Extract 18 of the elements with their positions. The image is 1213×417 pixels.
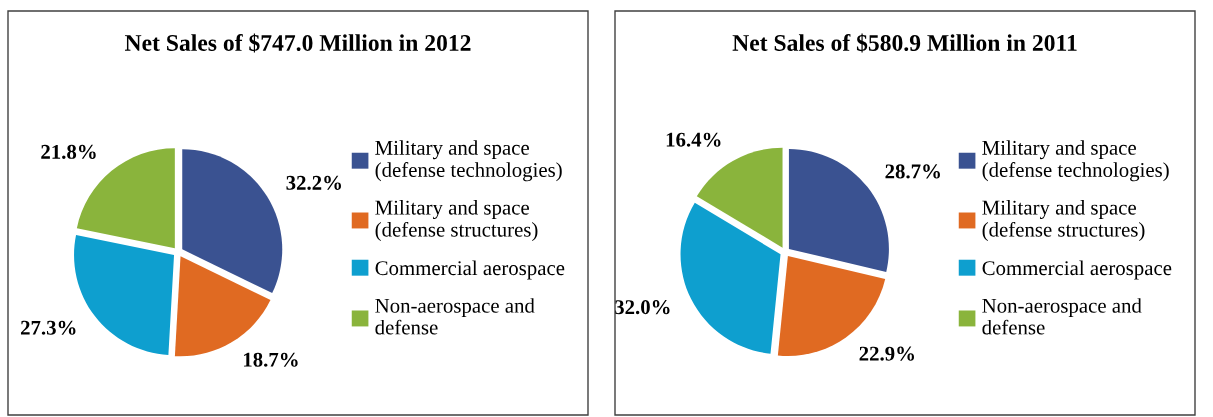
data-label: 32.2%	[286, 175, 341, 190]
legend-label: Commercial aerospace	[375, 260, 565, 280]
legend-label: Non-aerospace and defense	[982, 298, 1142, 335]
data-label: 27.3%	[20, 320, 76, 335]
legend-label: Military and space (defense structures)	[982, 199, 1145, 241]
data-label: 28.7%	[885, 164, 940, 179]
legend-label: Military and space (defense structures)	[375, 199, 538, 241]
legend-label: Commercial aerospace	[982, 260, 1172, 280]
data-label: 16.4%	[666, 132, 721, 147]
legend-label: Military and space (defense technologies)	[375, 140, 562, 182]
data-label: 32.0%	[614, 300, 670, 315]
data-label: 18.7%	[243, 352, 298, 367]
chart-title: Net Sales of $747.0 Million in 2012	[124, 33, 471, 53]
data-label: 21.8%	[41, 144, 96, 159]
chart-title: Net Sales of $580.9 Million in 2011	[732, 33, 1077, 53]
data-label: 22.9%	[859, 346, 915, 361]
legend-label: Military and space (defense technologies)	[982, 140, 1169, 182]
legend-label: Non-aerospace and defense	[375, 298, 535, 335]
